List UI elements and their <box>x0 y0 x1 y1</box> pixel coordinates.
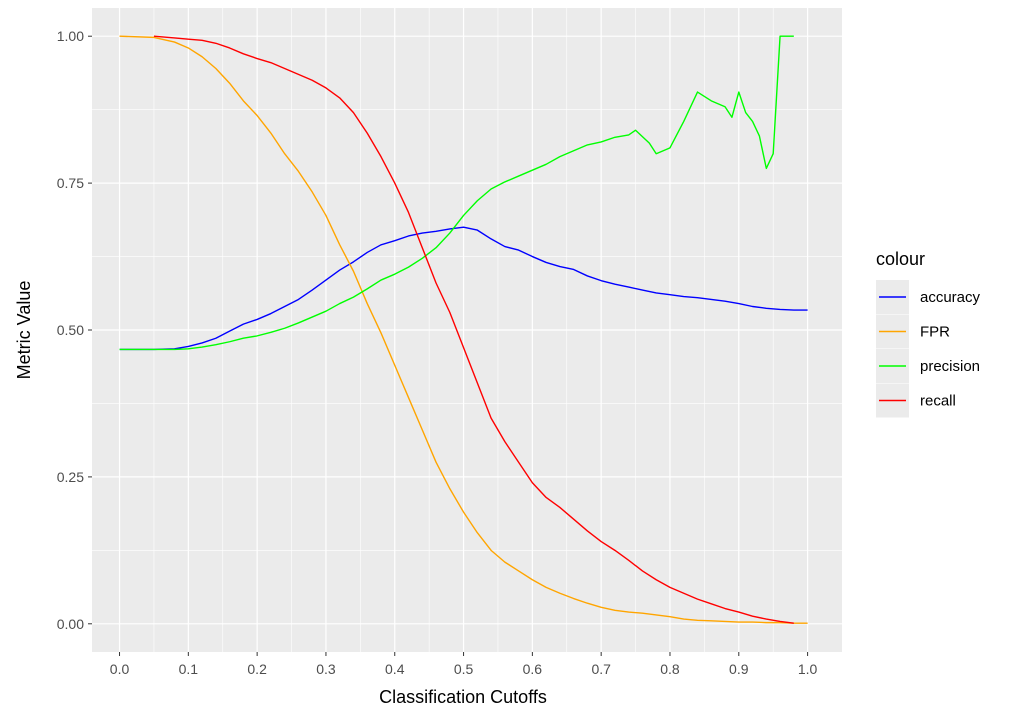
legend-title: colour <box>876 249 925 269</box>
y-tick-label: 0.75 <box>57 175 84 191</box>
x-tick-label: 0.0 <box>110 661 130 677</box>
x-tick-label: 0.9 <box>729 661 749 677</box>
series-line-precision <box>119 35 794 351</box>
legend-items: accuracy FPR precision recall <box>876 280 981 418</box>
y-axis-title: Metric Value <box>14 281 34 380</box>
grid-layer <box>92 8 842 652</box>
x-tick-label: 0.6 <box>523 661 543 677</box>
legend-item-fpr: FPR <box>876 314 950 349</box>
x-tick-label: 0.5 <box>454 661 474 677</box>
legend: colour accuracy FPR precision recall <box>876 249 981 418</box>
y-tick-label: 0.50 <box>57 322 84 338</box>
x-tick-label: 1.0 <box>798 661 818 677</box>
legend-label: recall <box>920 393 956 410</box>
x-tick-label: 0.7 <box>591 661 611 677</box>
x-tick-label: 0.4 <box>385 661 405 677</box>
y-tick-label: 0.00 <box>57 616 84 632</box>
legend-label: FPR <box>920 324 950 341</box>
x-tick-label: 0.3 <box>316 661 336 677</box>
x-tick-label: 0.2 <box>247 661 267 677</box>
series-layer <box>119 35 808 624</box>
x-axis-title: Classification Cutoffs <box>379 687 547 707</box>
series-line-recall <box>153 35 794 624</box>
x-tick-label: 0.1 <box>179 661 199 677</box>
series-line-accuracy <box>119 226 808 351</box>
series-line-fpr <box>119 35 808 624</box>
legend-label: precision <box>920 358 980 375</box>
y-tick-label: 0.25 <box>57 469 84 485</box>
legend-item-recall: recall <box>876 383 956 418</box>
x-axis: 0.0 0.1 0.2 0.3 0.4 0.5 0.6 0.7 0.8 0.9 1.0 <box>110 652 818 677</box>
x-tick-label: 0.8 <box>660 661 680 677</box>
legend-item-accuracy: accuracy <box>876 280 981 314</box>
y-tick-label: 1.00 <box>57 28 84 44</box>
legend-item-precision: precision <box>876 349 980 383</box>
legend-label: accuracy <box>920 289 981 306</box>
y-axis: 0.00 0.25 0.50 0.75 1.00 <box>57 28 92 632</box>
